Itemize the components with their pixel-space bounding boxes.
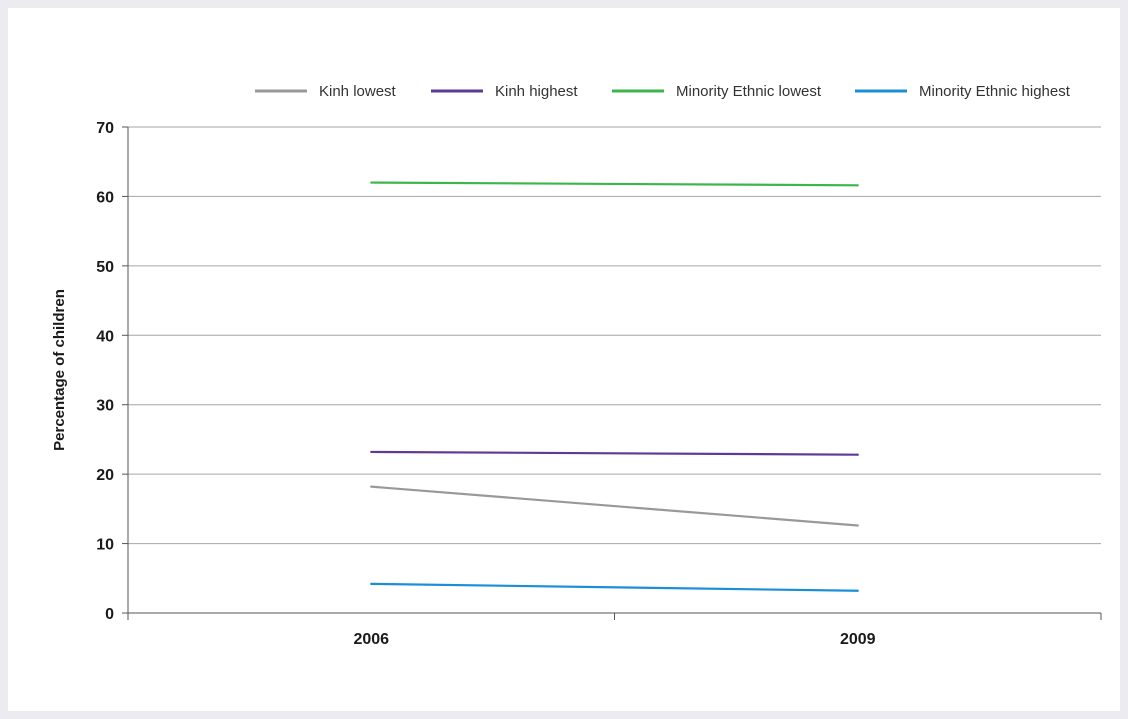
legend-label-kinh-lowest: Kinh lowest: [319, 83, 397, 100]
series-line-minority-ethnic-highest: [371, 582, 858, 592]
data-point-kinh-highest-2006: [370, 450, 373, 454]
data-point-minority-ethnic-highest-2009: [856, 589, 859, 592]
data-point-kinh-lowest-2006: [370, 485, 373, 488]
chart-panel: 0 10 20 30 40 50 60 70 2006 2009 Kinh lowest Kinh …: [8, 8, 1120, 711]
series-line-kinh-lowest: [371, 485, 858, 527]
x-tick-label-2009: 2009: [840, 631, 876, 648]
y-tick-label: 40: [96, 328, 114, 345]
data-point-kinh-highest-2009: [856, 453, 859, 456]
series-lines: [370, 181, 859, 592]
data-point-minority-ethnic-highest-2006: [370, 582, 373, 585]
data-point-minority-ethnic-lowest-2006: [370, 181, 373, 184]
y-tick-label: 0: [105, 606, 114, 623]
y-tick-label: 20: [96, 467, 114, 484]
y-tick-label: 50: [96, 259, 114, 276]
data-point-minority-ethnic-lowest-2009: [856, 184, 859, 187]
legend-label-kinh-highest: Kinh highest: [495, 83, 578, 100]
axes: 0 10 20 30 40 50 60 70 2006 2009: [96, 120, 1102, 648]
legend: Kinh lowest Kinh highest Minority Ethnic l…: [255, 83, 1071, 100]
y-tick-label: 70: [96, 120, 114, 137]
series-line-kinh-highest: [371, 450, 858, 456]
y-tick-label: 60: [96, 189, 114, 206]
y-axis-title: Percentage of children: [51, 289, 68, 451]
y-tick-label: 30: [96, 398, 114, 415]
legend-label-minority-ethnic-highest: Minority Ethnic highest: [919, 83, 1071, 100]
legend-label-minority-ethnic-lowest: Minority Ethnic lowest: [676, 83, 822, 100]
x-tick-label-2006: 2006: [353, 631, 389, 648]
y-tick-label: 10: [96, 537, 114, 554]
data-point-kinh-lowest-2009: [856, 524, 859, 527]
gridlines: [128, 126, 1101, 545]
series-line-minority-ethnic-lowest: [371, 181, 858, 187]
